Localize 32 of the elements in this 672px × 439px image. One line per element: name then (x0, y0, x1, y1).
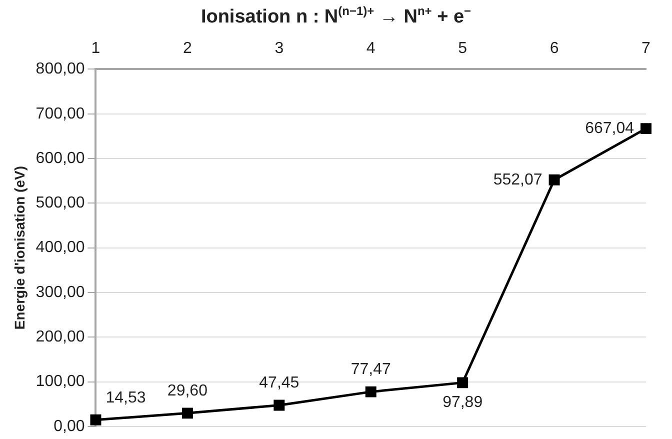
chart-title: Ionisation n : N$^{(n−1)+}$ → N$^{n+}$ + e$^{−}$ (200, 4, 472, 28)
x-tick-label: 7 (642, 40, 651, 58)
y-tick-label: 300,00 (36, 284, 85, 301)
point (274, 400, 285, 411)
x-tick-label: 3 (274, 40, 284, 58)
x-tick-label: 5 (458, 40, 468, 58)
y-tick-label: 700,00 (36, 105, 85, 122)
x-tick-label: 6 (550, 40, 559, 58)
data-label: 552,07 (493, 171, 542, 188)
y-tick-label: 800,00 (36, 60, 85, 78)
x-tick-label: 1 (91, 40, 100, 58)
data-label: 29,60 (167, 382, 208, 400)
y-tick-label: 100,00 (36, 373, 85, 390)
y-tick-label: 600,00 (36, 150, 85, 167)
y-tick-label: 0,00 (54, 418, 85, 435)
x-tick-label: 4 (366, 40, 376, 58)
point (457, 377, 468, 388)
point (182, 408, 193, 419)
point (365, 386, 376, 398)
point (90, 414, 102, 426)
data-label: 97,89 (442, 394, 483, 412)
x-tick-label: 2 (182, 40, 192, 58)
data-label: 47,45 (259, 374, 300, 392)
y-tick-label: 200,00 (36, 328, 85, 346)
data-label: 14,53 (106, 389, 146, 406)
point (640, 123, 652, 134)
point (548, 174, 560, 186)
data-label: 667,04 (585, 120, 634, 137)
y-tick-label: 500,00 (36, 194, 85, 212)
data-label: 77,47 (350, 361, 391, 378)
y-tick-label: 400,00 (36, 239, 85, 256)
y-axis-title: Energie d'ionisation (eV) (11, 166, 28, 330)
